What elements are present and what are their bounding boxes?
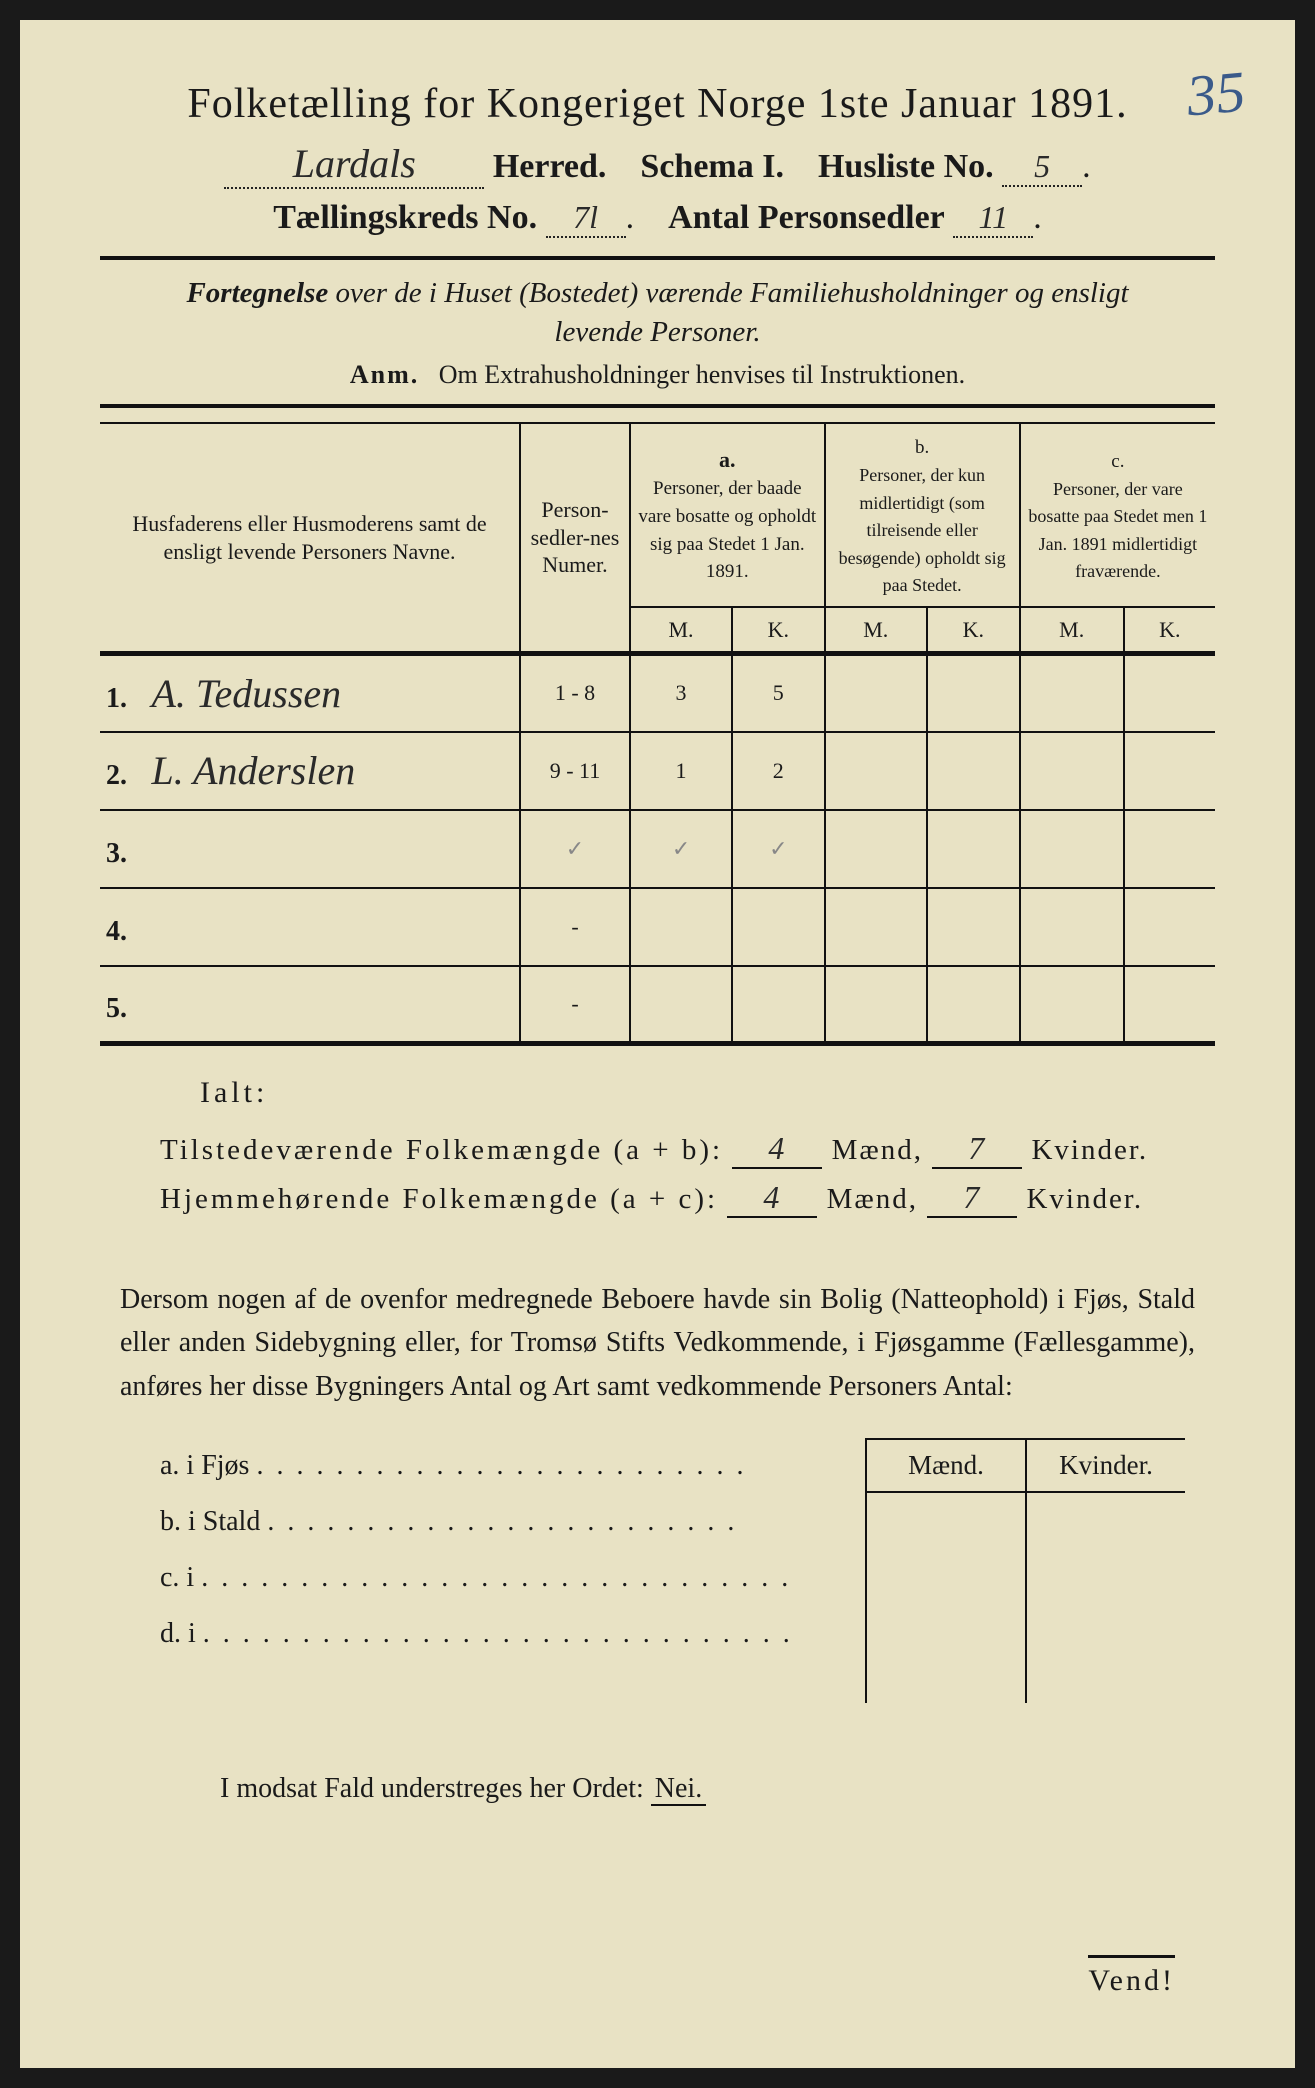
b-k-head: K. xyxy=(927,607,1020,654)
census-form-page: 35 Folketælling for Kongeriget Norge 1st… xyxy=(20,20,1295,2068)
summary-resident: Hjemmehørende Folkemængde (a + c): 4 Mæn… xyxy=(160,1179,1215,1218)
fortegnelse-bold: Fortegnelse xyxy=(186,277,328,309)
schema-label: Schema I. xyxy=(640,148,784,185)
personsedler-label: Antal Personsedler xyxy=(668,199,945,236)
herred-label: Herred. xyxy=(493,148,607,185)
anm-text: Om Extrahusholdninger henvises til Instr… xyxy=(439,360,965,389)
husliste-label: Husliste No. xyxy=(818,148,994,185)
divider xyxy=(100,256,1215,260)
list-item: c. i . . . . . . . . . . . . . . . . . .… xyxy=(160,1550,865,1606)
side-buildings-list: a. i Fjøs . . . . . . . . . . . . . . . … xyxy=(160,1438,865,1703)
table-row: 1. A. Tedussen 1 - 8 3 5 xyxy=(100,654,1215,732)
list-item: d. i . . . . . . . . . . . . . . . . . .… xyxy=(160,1606,865,1662)
ialt-label: Ialt: xyxy=(200,1076,1215,1110)
divider xyxy=(100,404,1215,408)
herred-row: Lardals Herred. Schema I. Husliste No. 5… xyxy=(100,140,1215,189)
a-k-head: K. xyxy=(732,607,824,654)
census-table: Husfaderens eller Husmoderens samt de en… xyxy=(100,422,1215,1046)
col-a-header: a. Personer, der baade vare bosatte og o… xyxy=(630,423,825,606)
kreds-value: 7l xyxy=(546,199,626,238)
fortegnelse-text: Fortegnelse over de i Huset (Bostedet) v… xyxy=(100,274,1215,352)
kreds-row: Tællingskreds No. 7l. Antal Personsedler… xyxy=(100,199,1215,238)
summary-present: Tilstedeværende Folkemængde (a + b): 4 M… xyxy=(160,1130,1215,1169)
anm-line: Anm. Om Extrahusholdninger henvises til … xyxy=(100,360,1215,390)
husliste-value: 5 xyxy=(1002,148,1082,187)
main-title: Folketælling for Kongeriget Norge 1ste J… xyxy=(100,80,1215,128)
side-k-col xyxy=(1027,1493,1185,1703)
col-c-header: c. Personer, der vare bosatte paa Stedet… xyxy=(1020,423,1215,606)
b-m-head: M. xyxy=(825,607,927,654)
vend-label: Vend! xyxy=(1088,1955,1175,1998)
fortegnelse-rest: over de i Huset (Bostedet) værende Famil… xyxy=(328,277,1128,309)
table-row: 2. L. Anderslen 9 - 11 1 2 xyxy=(100,732,1215,810)
kreds-label: Tællingskreds No. xyxy=(273,199,537,236)
side-m-col xyxy=(867,1493,1027,1703)
col-b-header: b. Personer, der kun midlertidigt (som t… xyxy=(825,423,1020,606)
c-m-head: M. xyxy=(1020,607,1124,654)
side-mk-table: Mænd. Kvinder. xyxy=(865,1438,1185,1703)
dersom-paragraph: Dersom nogen af de ovenfor medregnede Be… xyxy=(120,1278,1195,1408)
side-k-head: Kvinder. xyxy=(1027,1440,1185,1491)
c-k-head: K. xyxy=(1124,607,1215,654)
modsat-line: I modsat Fald understreges her Ordet: Ne… xyxy=(220,1773,1215,1805)
col-sedler-header: Person-sedler-nes Numer. xyxy=(520,423,630,653)
a-m-head: M. xyxy=(630,607,732,654)
fortegnelse-line2: levende Personer. xyxy=(554,316,760,348)
list-item: b. i Stald . . . . . . . . . . . . . . .… xyxy=(160,1494,865,1550)
anm-label: Anm. xyxy=(350,360,419,389)
table-row: 5. - xyxy=(100,966,1215,1044)
table-row: 4. - xyxy=(100,888,1215,966)
col-names-header: Husfaderens eller Husmoderens samt de en… xyxy=(100,423,520,653)
side-m-head: Mænd. xyxy=(867,1440,1027,1491)
personsedler-value: 11 xyxy=(953,199,1033,238)
side-buildings-block: a. i Fjøs . . . . . . . . . . . . . . . … xyxy=(160,1438,1185,1703)
nei-word: Nei. xyxy=(651,1773,706,1806)
page-number-annotation: 35 xyxy=(1184,58,1248,130)
list-item: a. i Fjøs . . . . . . . . . . . . . . . … xyxy=(160,1438,865,1494)
table-row: 3. ✓ ✓ ✓ xyxy=(100,810,1215,888)
herred-value: Lardals xyxy=(224,140,484,189)
